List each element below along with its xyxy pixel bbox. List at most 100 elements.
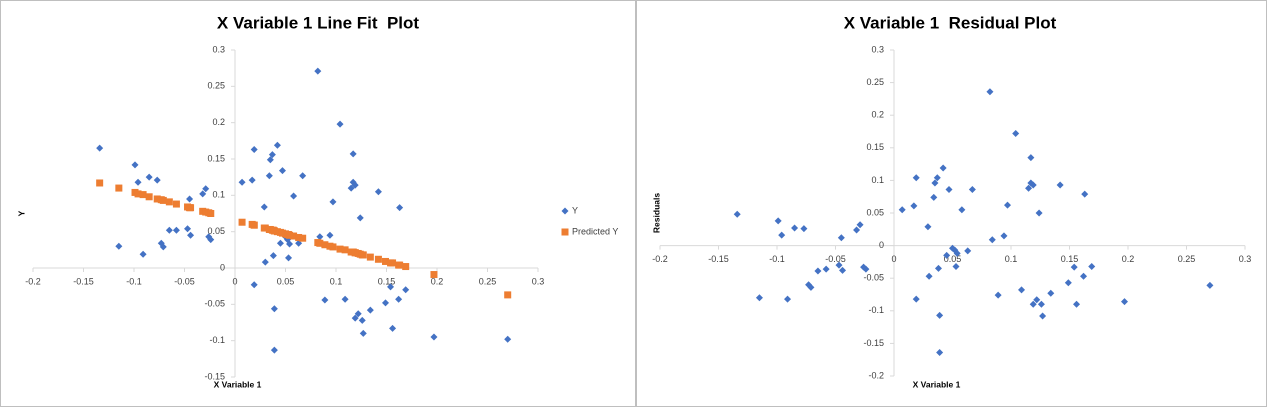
data-point bbox=[145, 193, 153, 201]
y-tick-label: 0.05 bbox=[866, 207, 884, 217]
data-point bbox=[943, 251, 951, 259]
data-point bbox=[96, 144, 104, 152]
data-point bbox=[504, 335, 512, 343]
data-point bbox=[1003, 201, 1011, 209]
data-point bbox=[856, 221, 864, 229]
data-point bbox=[351, 181, 359, 189]
y-tick-label: 0.2 bbox=[212, 117, 225, 127]
data-point bbox=[270, 346, 278, 354]
data-point bbox=[273, 141, 281, 149]
data-point bbox=[994, 291, 1002, 299]
data-point bbox=[295, 233, 303, 241]
data-point bbox=[1000, 232, 1008, 240]
data-point bbox=[329, 243, 337, 251]
data-point bbox=[260, 203, 268, 211]
data-point bbox=[800, 225, 808, 233]
data-point bbox=[931, 179, 939, 187]
data-point bbox=[115, 184, 123, 192]
data-point bbox=[958, 206, 966, 214]
data-point bbox=[430, 271, 438, 279]
data-point bbox=[145, 173, 153, 181]
data-point bbox=[374, 255, 382, 263]
data-point bbox=[953, 249, 961, 257]
data-point bbox=[1120, 298, 1128, 306]
data-point bbox=[396, 204, 404, 212]
data-point bbox=[934, 264, 942, 272]
data-point bbox=[326, 231, 334, 239]
data-point bbox=[299, 172, 307, 180]
data-point bbox=[912, 174, 920, 182]
data-point bbox=[945, 186, 953, 194]
x-tick-label: 0.15 bbox=[1061, 254, 1079, 264]
data-point bbox=[153, 195, 161, 203]
data-point bbox=[134, 190, 142, 198]
data-point bbox=[1070, 263, 1078, 271]
data-point bbox=[351, 314, 359, 322]
chart-frame bbox=[636, 0, 1267, 407]
y-tick-label: 0.25 bbox=[207, 81, 225, 91]
x-tick-label: -0.1 bbox=[126, 276, 142, 286]
data-point bbox=[1037, 300, 1045, 308]
x-tick-label: 0.2 bbox=[431, 276, 444, 286]
data-point bbox=[165, 226, 173, 234]
data-point bbox=[207, 236, 215, 244]
data-point bbox=[912, 295, 920, 303]
data-point bbox=[366, 306, 374, 314]
data-point bbox=[349, 150, 357, 158]
legend-label: Y bbox=[572, 205, 578, 215]
data-point bbox=[1018, 286, 1026, 294]
y-axis-label: Y bbox=[16, 210, 26, 216]
data-point bbox=[835, 261, 843, 269]
data-point bbox=[774, 217, 782, 225]
data-point bbox=[131, 161, 139, 169]
y-tick-label: 0.05 bbox=[207, 226, 225, 236]
y-tick-label: 0.15 bbox=[207, 153, 225, 163]
legend-marker bbox=[561, 207, 569, 215]
data-point bbox=[936, 311, 944, 319]
data-point bbox=[202, 185, 210, 193]
data-point bbox=[268, 151, 276, 159]
data-point bbox=[321, 296, 329, 304]
data-point bbox=[930, 193, 938, 201]
data-point bbox=[1033, 296, 1041, 304]
data-point bbox=[269, 252, 277, 260]
data-point bbox=[1025, 184, 1033, 192]
data-point bbox=[389, 259, 397, 267]
data-point bbox=[341, 246, 349, 254]
legend-marker bbox=[561, 228, 569, 236]
data-point bbox=[316, 233, 324, 241]
data-point bbox=[853, 226, 861, 234]
data-point bbox=[822, 265, 830, 273]
y-tick-label: -0.15 bbox=[204, 371, 225, 381]
data-point bbox=[381, 257, 389, 265]
y-tick-label: -0.05 bbox=[204, 299, 225, 309]
data-point bbox=[1064, 279, 1072, 287]
data-point bbox=[153, 176, 161, 184]
x-tick-label: 0.1 bbox=[1005, 254, 1018, 264]
y-tick-label: 0.1 bbox=[212, 190, 225, 200]
data-point bbox=[354, 310, 362, 318]
data-point bbox=[381, 299, 389, 307]
data-point bbox=[862, 265, 870, 273]
y-tick-label: 0.2 bbox=[871, 110, 884, 120]
data-point bbox=[314, 67, 322, 75]
y-tick-label: -0.2 bbox=[868, 370, 884, 380]
x-tick-label: -0.2 bbox=[652, 254, 668, 264]
data-point bbox=[924, 223, 932, 231]
data-point bbox=[1056, 181, 1064, 189]
y-tick-label: 0 bbox=[220, 262, 225, 272]
data-point bbox=[395, 295, 403, 303]
data-point bbox=[936, 349, 944, 357]
x-tick-label: 0.3 bbox=[532, 276, 545, 286]
x-tick-label: 0.1 bbox=[330, 276, 343, 286]
data-point bbox=[504, 291, 512, 299]
data-point bbox=[1080, 272, 1088, 280]
data-point bbox=[96, 179, 104, 187]
data-point bbox=[389, 324, 397, 332]
data-point bbox=[1047, 289, 1055, 297]
data-point bbox=[187, 231, 195, 239]
chart-title: X Variable 1 Line Fit Plot bbox=[217, 13, 420, 32]
data-point bbox=[1073, 300, 1081, 308]
data-point bbox=[1012, 129, 1020, 137]
